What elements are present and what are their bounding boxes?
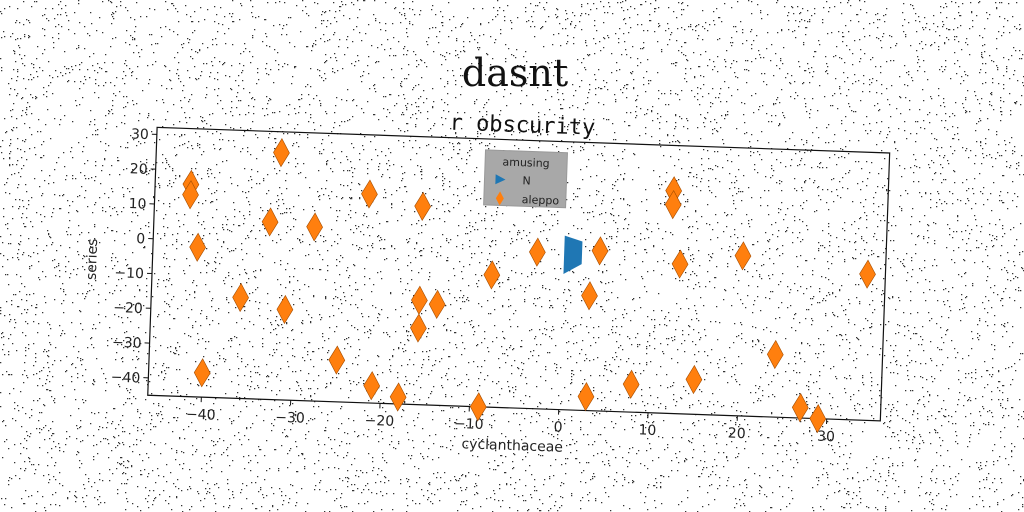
series-aleppo-point	[577, 382, 595, 412]
series-aleppo-point	[306, 212, 323, 242]
series-aleppo-point	[273, 138, 290, 168]
y-axis-ticks: 30 20 10 0 −10 −20 −30 −40	[111, 126, 157, 387]
series-aleppo-point	[581, 281, 598, 311]
x-tick-label: 0	[553, 419, 562, 435]
y-tick-label: 10	[128, 196, 146, 213]
series-aleppo-point	[389, 382, 407, 412]
x-tick-label: 30	[817, 429, 835, 446]
series-aleppo-point	[529, 237, 546, 267]
series-aleppo-point	[859, 259, 876, 289]
series-aleppo-point	[483, 260, 501, 290]
y-tick-label: −40	[111, 370, 141, 387]
series-aleppo-point	[685, 364, 703, 395]
series-aleppo-point	[361, 179, 378, 209]
y-tick-label: 0	[136, 231, 145, 247]
series-aleppo-point	[193, 358, 211, 388]
x-axis-ticks: −40 −30 −20 −10 0 10 20 30	[186, 397, 835, 446]
y-tick-label: −30	[112, 335, 142, 352]
series-aleppo-point	[410, 313, 427, 343]
series-aleppo-point	[182, 180, 199, 210]
series-aleppo-point	[671, 249, 689, 279]
axes-frame	[147, 126, 891, 422]
y-tick-label: −20	[113, 300, 143, 317]
series-aleppo-point	[232, 282, 249, 313]
chart-suptitle: dasnt	[462, 51, 568, 95]
x-axis-label: cyclanthaceae	[461, 436, 563, 456]
series-aleppo-point	[469, 392, 487, 422]
series-aleppo-point	[766, 339, 784, 370]
series-aleppo-point	[189, 232, 206, 262]
series-aleppo-point	[791, 392, 809, 423]
series-n-shape	[563, 235, 583, 274]
series-aleppo-point	[328, 345, 346, 375]
y-tick-label: 20	[130, 161, 148, 178]
series-aleppo-point	[664, 190, 682, 220]
series-aleppo-point	[622, 369, 640, 399]
x-tick-label: 10	[638, 422, 656, 439]
x-tick-label: −30	[275, 410, 305, 427]
series-aleppo-point	[809, 404, 827, 434]
x-tick-label: −40	[186, 407, 216, 424]
legend-entry-label: aleppo	[522, 193, 560, 207]
y-tick-label: 30	[131, 126, 149, 143]
legend-marker-n	[495, 174, 506, 185]
series-aleppo-point	[261, 207, 279, 237]
x-tick-label: −10	[454, 416, 484, 433]
legend-title: amusing	[502, 155, 550, 170]
series-aleppo-point	[428, 289, 446, 319]
series-aleppo-point	[734, 241, 752, 271]
x-tick-label: −20	[364, 413, 394, 430]
legend-entry-label: N	[522, 174, 531, 187]
y-axis-label: series	[84, 238, 101, 280]
data-marks	[182, 138, 876, 434]
series-aleppo-point	[276, 294, 294, 325]
x-tick-label: 20	[728, 426, 746, 443]
legend-box	[483, 149, 568, 209]
plot-area: r obscurity −40 −30 −20 −10 0 10 20 30 3020100−…	[84, 111, 891, 456]
series-aleppo-point	[363, 371, 381, 401]
series-aleppo-point	[414, 191, 432, 221]
series-aleppo-point	[591, 236, 609, 266]
y-tick-label: −10	[114, 265, 144, 282]
legend-marker-aleppo	[495, 191, 504, 206]
axes-title: r obscurity	[449, 111, 595, 141]
